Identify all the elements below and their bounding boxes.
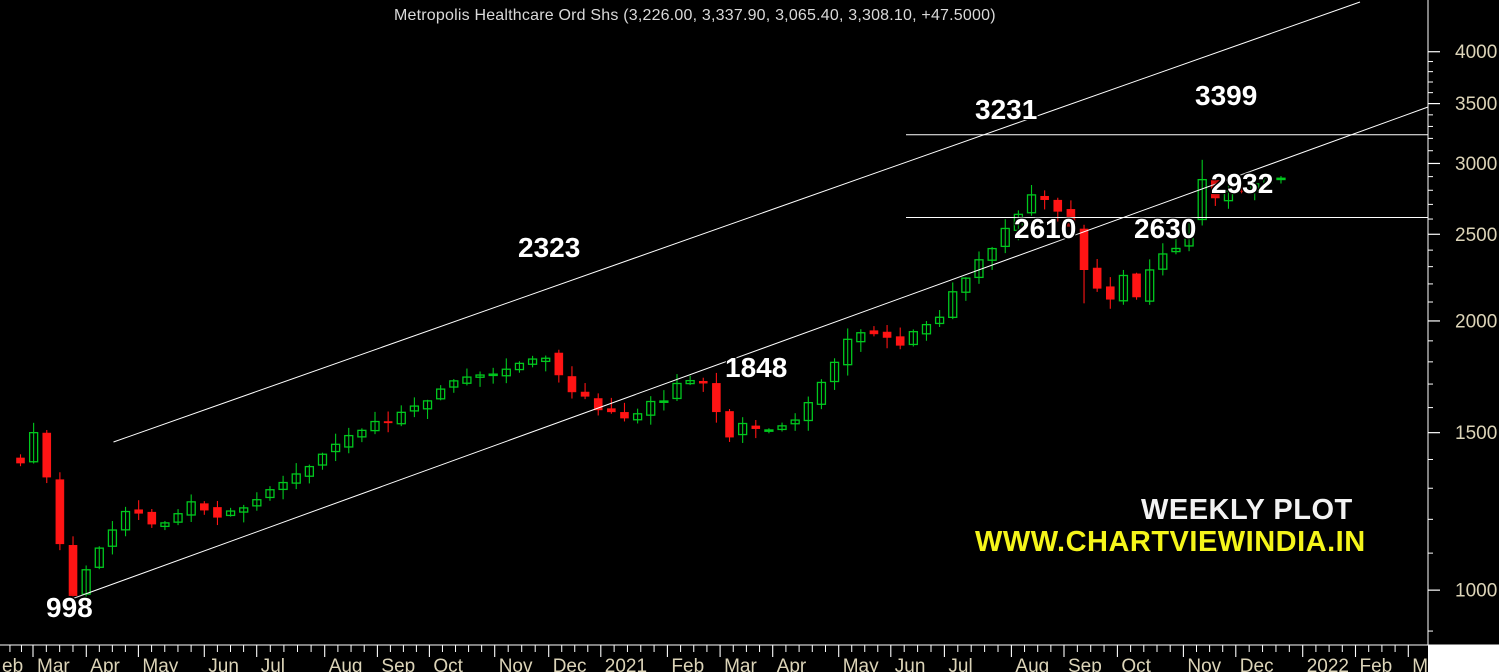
svg-text:Jun: Jun (895, 656, 926, 672)
svg-text:Feb: Feb (1360, 656, 1393, 672)
svg-text:2022: 2022 (1307, 656, 1349, 672)
svg-text:Apr: Apr (90, 656, 120, 672)
svg-text:Sep: Sep (1068, 656, 1102, 672)
svg-text:1000: 1000 (1455, 581, 1497, 602)
svg-text:Nov: Nov (1187, 656, 1221, 672)
svg-text:Oct: Oct (1121, 656, 1151, 672)
svg-text:4000: 4000 (1455, 42, 1497, 63)
svg-text:May: May (142, 656, 178, 672)
svg-text:Dec: Dec (553, 656, 587, 672)
svg-text:Nov: Nov (499, 656, 533, 672)
svg-text:Feb: Feb (671, 656, 704, 672)
svg-text:2000: 2000 (1455, 311, 1497, 332)
svg-text:Apr: Apr (777, 656, 807, 672)
svg-text:Jul: Jul (261, 656, 285, 672)
svg-text:Sep: Sep (381, 656, 415, 672)
svg-text:3500: 3500 (1455, 94, 1497, 115)
svg-text:eb: eb (2, 656, 23, 672)
svg-text:Jun: Jun (208, 656, 239, 672)
svg-text:2021: 2021 (605, 656, 647, 672)
svg-text:Mar: Mar (37, 656, 70, 672)
svg-text:Oct: Oct (433, 656, 463, 672)
svg-text:Aug: Aug (1015, 656, 1049, 672)
svg-text:Mar: Mar (724, 656, 757, 672)
svg-text:Dec: Dec (1240, 656, 1274, 672)
svg-text:Aug: Aug (329, 656, 363, 672)
svg-text:2500: 2500 (1455, 225, 1497, 246)
svg-text:1500: 1500 (1455, 423, 1497, 444)
svg-text:3000: 3000 (1455, 154, 1497, 175)
svg-text:May: May (843, 656, 879, 672)
svg-text:Jul: Jul (948, 656, 972, 672)
